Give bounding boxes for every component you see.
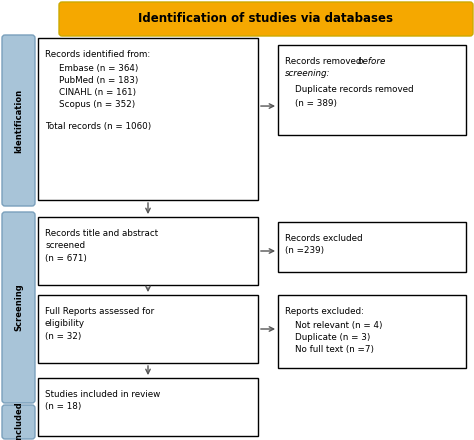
Text: Full Reports assessed for
eligibility
(n = 32): Full Reports assessed for eligibility (n… — [45, 307, 154, 341]
Text: PubMed (n = 183): PubMed (n = 183) — [59, 76, 138, 85]
Text: before: before — [358, 57, 386, 66]
Text: Embase (n = 364): Embase (n = 364) — [59, 64, 138, 73]
Bar — [38, 295, 258, 363]
FancyBboxPatch shape — [59, 2, 473, 36]
Text: Identification: Identification — [14, 88, 23, 153]
Text: (n = 389): (n = 389) — [295, 99, 337, 108]
Text: Reports excluded:: Reports excluded: — [285, 307, 364, 316]
Text: Duplicate (n = 3): Duplicate (n = 3) — [295, 333, 370, 342]
FancyBboxPatch shape — [2, 405, 35, 439]
Text: Total records (n = 1060): Total records (n = 1060) — [45, 122, 151, 131]
Text: Records identified from:: Records identified from: — [45, 50, 150, 59]
Text: screening:: screening: — [285, 69, 330, 78]
Bar — [38, 217, 258, 285]
Bar — [278, 222, 466, 272]
Text: Scopus (n = 352): Scopus (n = 352) — [59, 100, 135, 109]
Bar — [278, 45, 466, 135]
Text: Records title and abstract
screened
(n = 671): Records title and abstract screened (n =… — [45, 229, 158, 263]
Text: CINAHL (n = 161): CINAHL (n = 161) — [59, 88, 136, 97]
Text: No full text (n =7): No full text (n =7) — [295, 345, 374, 354]
FancyBboxPatch shape — [2, 212, 35, 403]
Text: Identification of studies via databases: Identification of studies via databases — [138, 12, 393, 26]
Text: Studies included in review
(n = 18): Studies included in review (n = 18) — [45, 390, 160, 411]
Bar — [38, 38, 258, 200]
Bar — [38, 378, 258, 436]
Bar — [278, 295, 466, 368]
Text: Records excluded
(n =239): Records excluded (n =239) — [285, 234, 363, 256]
Text: Included: Included — [14, 402, 23, 440]
FancyBboxPatch shape — [2, 35, 35, 206]
Text: Duplicate records removed: Duplicate records removed — [295, 85, 414, 94]
Text: Screening: Screening — [14, 284, 23, 331]
Text: Not relevant (n = 4): Not relevant (n = 4) — [295, 321, 383, 330]
Text: Records removed: Records removed — [285, 57, 364, 66]
